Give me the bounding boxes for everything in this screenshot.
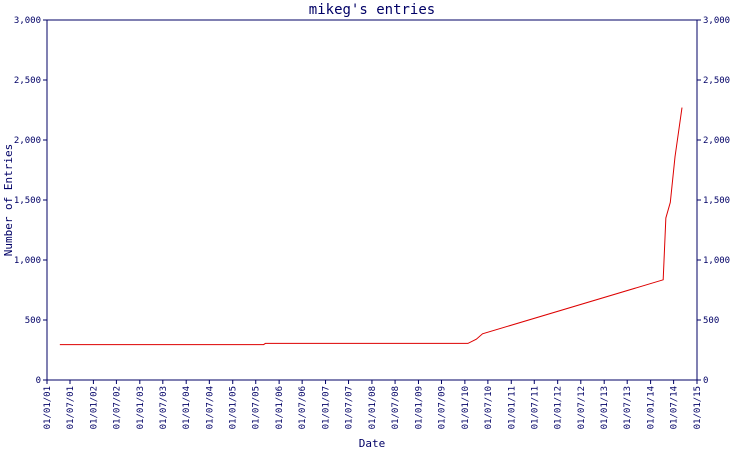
y-tick-label: 3,000	[14, 16, 41, 26]
y-tick-label: 1,500	[14, 196, 41, 206]
y2-tick-label: 1,500	[703, 196, 730, 206]
x-tick-label: 01/07/10	[484, 386, 494, 429]
x-tick-label: 01/01/08	[368, 386, 378, 429]
x-tick-label: 01/01/04	[182, 386, 192, 429]
x-tick-label: 01/01/14	[647, 386, 657, 429]
y2-tick-label: 3,000	[703, 16, 730, 26]
x-tick-label: 01/07/06	[298, 386, 308, 429]
x-tick-label: 01/07/07	[345, 386, 355, 429]
x-tick-label: 01/07/02	[112, 386, 122, 429]
x-tick-label: 01/01/12	[554, 386, 564, 429]
x-tick-label: 01/07/03	[159, 386, 169, 429]
x-tick-label: 01/01/11	[507, 386, 517, 429]
x-tick-label: 01/01/06	[275, 386, 285, 429]
x-tick-label: 01/01/02	[89, 386, 99, 429]
x-tick-label: 01/01/01	[43, 386, 53, 429]
x-tick-label: 01/01/07	[322, 386, 332, 429]
x-tick-label: 01/07/11	[530, 386, 540, 429]
data-line	[59, 107, 683, 346]
x-tick-label: 01/07/01	[66, 386, 76, 429]
y-tick-label: 1,000	[14, 256, 41, 266]
x-tick-label: 01/07/14	[670, 386, 680, 429]
x-tick-label: 01/07/12	[577, 386, 587, 429]
y2-tick-label: 0	[703, 376, 708, 386]
x-tick-label: 01/01/09	[414, 386, 424, 429]
y-tick-label: 2,000	[14, 136, 41, 146]
x-tick-label: 01/07/13	[623, 386, 633, 429]
y2-tick-label: 500	[703, 316, 719, 326]
y2-tick-label: 2,000	[703, 136, 730, 146]
x-tick-label: 01/01/05	[229, 386, 239, 429]
x-tick-label: 01/01/10	[461, 386, 471, 429]
x-tick-label: 01/01/13	[600, 386, 610, 429]
plot-frame	[46, 19, 698, 381]
y-tick-label: 0	[36, 376, 41, 386]
x-tick-label: 01/01/03	[136, 386, 146, 429]
chart-title: mikeg's entries	[309, 2, 435, 18]
y-tick-label: 500	[25, 316, 41, 326]
y-axis-label: Number of Entries	[2, 144, 15, 257]
y-tick-label: 2,500	[14, 76, 41, 86]
x-tick-label: 01/01/15	[693, 386, 703, 429]
x-tick-label: 01/07/08	[391, 386, 401, 429]
y2-tick-label: 1,000	[703, 256, 730, 266]
x-tick-label: 01/07/04	[205, 386, 215, 429]
x-tick-label: 01/07/09	[437, 386, 447, 429]
x-axis-label: Date	[359, 437, 386, 450]
y2-tick-label: 2,500	[703, 76, 730, 86]
x-tick-label: 01/07/05	[252, 386, 262, 429]
